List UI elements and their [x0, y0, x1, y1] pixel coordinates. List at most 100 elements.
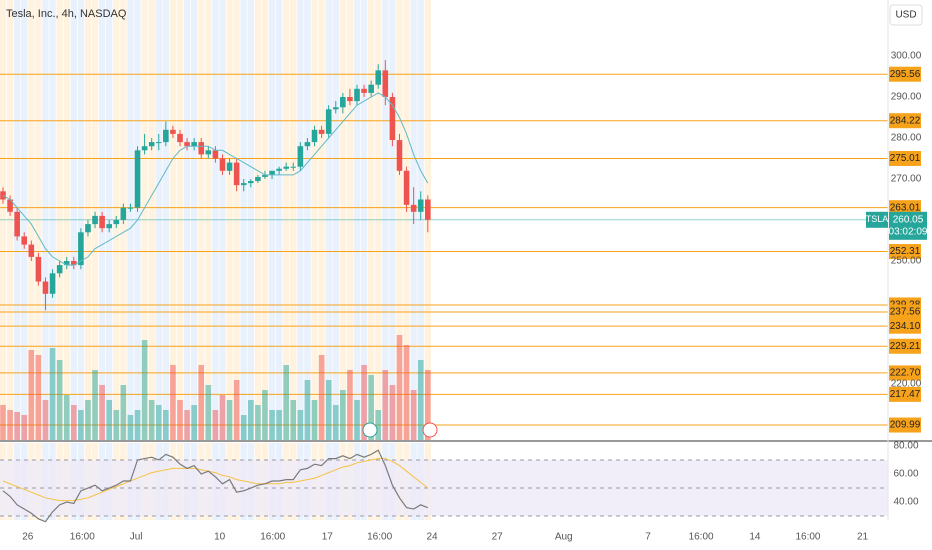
x-tick-label: 17: [322, 532, 334, 543]
candle-body: [85, 224, 91, 233]
level-label: 263.01: [890, 202, 921, 213]
volume-bar: [163, 410, 169, 440]
candle-body: [233, 162, 240, 186]
volume-bar: [120, 385, 127, 440]
volume-bar: [78, 410, 84, 440]
volume-bar: [21, 415, 28, 440]
candle-body: [361, 88, 367, 93]
level-label-box: [889, 318, 921, 334]
rsi-tick-label: 60.00: [893, 469, 918, 480]
currency-box[interactable]: [889, 4, 923, 26]
volume-bar: [318, 355, 325, 440]
volume-bar: [170, 365, 176, 440]
y-tick-label: 290.00: [891, 92, 922, 103]
candle-body: [148, 142, 155, 147]
candle-body: [410, 204, 417, 212]
volume-bar: [134, 410, 141, 440]
volume-bar: [276, 410, 282, 440]
x-tick-label: 16:00: [689, 532, 714, 543]
earnings-icon[interactable]: [362, 422, 378, 438]
candle-body: [191, 142, 197, 147]
volume-bar: [403, 345, 410, 440]
x-tick-label: 14: [749, 532, 761, 543]
volume-bar: [49, 348, 56, 440]
level-label: 234.10: [890, 321, 921, 332]
volume-bar: [212, 410, 219, 440]
volume-bar: [205, 385, 212, 440]
x-tick-label: 27: [492, 532, 504, 543]
volume-bar: [248, 400, 254, 440]
candle-body: [389, 97, 396, 141]
volume-bar: [417, 360, 424, 440]
volume-bar: [347, 370, 353, 440]
candle-body: [170, 129, 176, 134]
candle-body: [127, 207, 134, 209]
candle-body: [21, 236, 28, 245]
x-tick-label: 16:00: [795, 532, 820, 543]
level-label: 284.22: [890, 115, 921, 126]
candle-body: [276, 168, 282, 171]
candle-body: [219, 158, 226, 171]
level-label: 275.01: [890, 153, 921, 164]
candle-body: [325, 109, 332, 134]
level-label-box: [889, 304, 921, 320]
candle-body: [14, 211, 20, 237]
dividend-icon[interactable]: [422, 422, 438, 438]
currency[interactable]: USD: [895, 10, 916, 21]
volume-bar: [85, 400, 91, 440]
volume-bar: [255, 405, 261, 440]
rsi-ma-line: [2, 458, 429, 502]
level-label: 252.31: [890, 246, 921, 257]
level-label-box: [889, 365, 921, 381]
volume-bar: [311, 400, 318, 440]
candle-body: [177, 133, 183, 143]
candle-body: [347, 97, 353, 102]
candle-body: [63, 260, 70, 266]
volume-bar: [382, 370, 389, 440]
candle-body: [184, 142, 190, 147]
candle-body: [368, 84, 374, 93]
y-tick-label: 280.00: [891, 133, 922, 144]
volume-bar: [375, 410, 382, 440]
candle-body: [205, 150, 212, 155]
x-tick-label: 16:00: [70, 532, 95, 543]
candle-body: [56, 265, 63, 274]
level-label-box: [889, 200, 921, 216]
volume-bar: [184, 410, 190, 440]
level-label-box: [889, 338, 921, 354]
last-price-box: [889, 211, 927, 240]
volume-bar: [177, 400, 183, 440]
candle-body: [417, 199, 424, 212]
candle-body: [403, 170, 410, 205]
volume-bar: [368, 375, 374, 440]
volume-bar: [283, 365, 289, 440]
x-tick-label: Jul: [130, 532, 143, 543]
volume-bar: [35, 355, 42, 440]
candle-body: [155, 142, 162, 144]
volume-bar: [0, 405, 6, 440]
level-label: 237.56: [890, 307, 921, 318]
candle-body: [354, 88, 360, 102]
rsi-line: [2, 449, 429, 523]
candle-body: [255, 176, 261, 182]
candle-body: [99, 215, 105, 229]
volume-bar: [233, 380, 240, 440]
volume-bar: [325, 380, 332, 440]
volume-bar: [56, 360, 63, 440]
candle-body: [311, 129, 318, 143]
volume-bar: [304, 380, 311, 440]
volume-bar: [410, 390, 417, 440]
volume-bar: [269, 410, 275, 440]
level-label-box: [889, 150, 921, 166]
volume-bar: [354, 400, 360, 440]
level-label-box: [889, 244, 921, 260]
candle-body: [7, 199, 13, 212]
volume-bar: [42, 400, 49, 440]
candle-body: [262, 174, 268, 177]
candle-body: [78, 232, 84, 266]
volume-bar: [226, 400, 233, 440]
candle-body: [248, 181, 254, 184]
level-label-box: [889, 66, 921, 82]
candle-body: [304, 142, 311, 147]
